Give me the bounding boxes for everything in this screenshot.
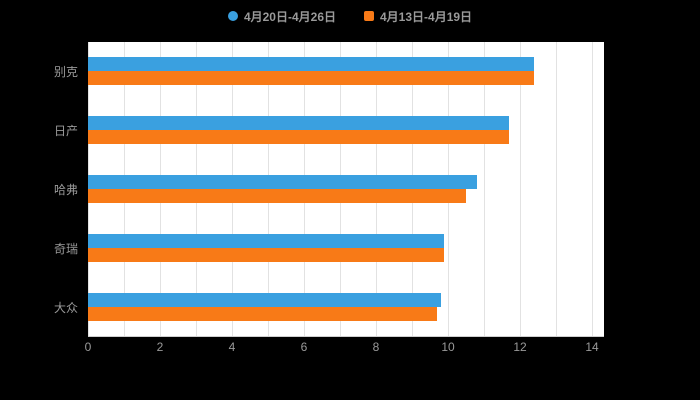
category-label: 日产 <box>53 124 78 139</box>
category-label: 别克 <box>53 65 78 80</box>
x-tick-label: 8 <box>372 340 380 354</box>
x-axis-line <box>88 336 604 337</box>
chart-legend: 4月20日-4月26日 4月13日-4月19日 <box>0 6 700 26</box>
bar-哈弗-4月13日-4月19日 <box>88 189 466 203</box>
legend-label: 4月13日-4月19日 <box>380 9 473 24</box>
bar-日产-4月13日-4月19日 <box>88 130 510 145</box>
bar-奇瑞-4月13日-4月19日 <box>88 247 445 262</box>
bar-别克-4月13日-4月19日 <box>88 71 535 86</box>
gridline <box>556 42 557 336</box>
legend-marker-icon <box>364 11 374 21</box>
category-label: 大众 <box>53 300 78 315</box>
category-label: 奇瑞 <box>53 241 78 256</box>
bar-大众-4月13日-4月19日 <box>88 306 438 321</box>
gridline <box>520 42 521 336</box>
bar-哈弗-4月20日-4月26日 <box>88 175 477 189</box>
x-tick-label: 12 <box>513 340 527 354</box>
legend-item-week1[interactable]: 4月13日-4月19日 <box>364 8 472 25</box>
x-tick-label: 6 <box>300 340 308 354</box>
x-tick-label: 0 <box>84 340 92 354</box>
x-tick-label: 4 <box>228 340 236 354</box>
gridline <box>484 42 485 336</box>
gridline <box>592 42 593 336</box>
bar-日产-4月20日-4月26日 <box>88 116 510 131</box>
bar-大众-4月20日-4月26日 <box>88 292 441 307</box>
legend-item-week2[interactable]: 4月20日-4月26日 <box>227 8 336 25</box>
bar-别克-4月20日-4月26日 <box>88 57 535 72</box>
category-label: 哈弗 <box>53 183 78 197</box>
legend-marker-icon <box>227 11 238 21</box>
bar-奇瑞-4月20日-4月26日 <box>88 233 445 248</box>
x-tick-label: 10 <box>441 340 455 354</box>
x-tick-label: 2 <box>156 340 164 354</box>
legend-label: 4月20日-4月26日 <box>243 9 336 24</box>
x-tick-label: 14 <box>585 340 599 354</box>
